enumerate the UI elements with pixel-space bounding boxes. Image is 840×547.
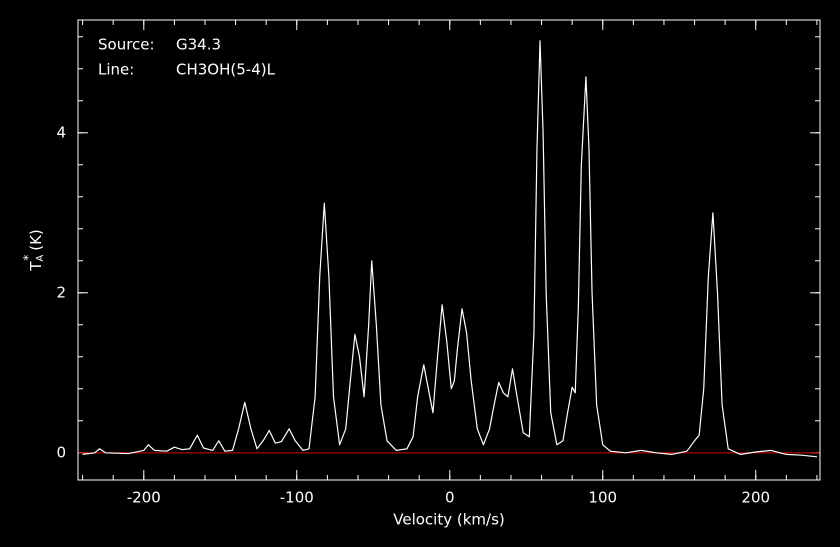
y-tick-label: 2 [56, 283, 66, 301]
x-axis-label: Velocity (km/s) [393, 511, 504, 529]
annotation-text: G34.3 [176, 36, 221, 54]
y-axis-label: TA* (K) [21, 229, 47, 272]
annotation-label: Source: [98, 36, 155, 54]
y-label-unit: (K) [27, 229, 45, 251]
x-tick-label: 200 [741, 489, 770, 507]
x-tick-label: -100 [280, 489, 314, 507]
y-label-superscript: * [21, 255, 35, 261]
spectrum-line [82, 40, 818, 458]
y-tick-label: 0 [56, 443, 66, 461]
x-tick-label: 0 [445, 489, 455, 507]
y-label-symbol: T [27, 261, 45, 272]
y-tick-label: 4 [56, 123, 66, 141]
x-tick-label: 100 [588, 489, 617, 507]
x-tick-label: -200 [127, 489, 161, 507]
annotation-text: CH3OH(5-4)L [176, 61, 276, 79]
annotation-label: Line: [98, 61, 134, 79]
y-label-subscript: A [35, 255, 46, 262]
plot-frame [77, 19, 821, 481]
